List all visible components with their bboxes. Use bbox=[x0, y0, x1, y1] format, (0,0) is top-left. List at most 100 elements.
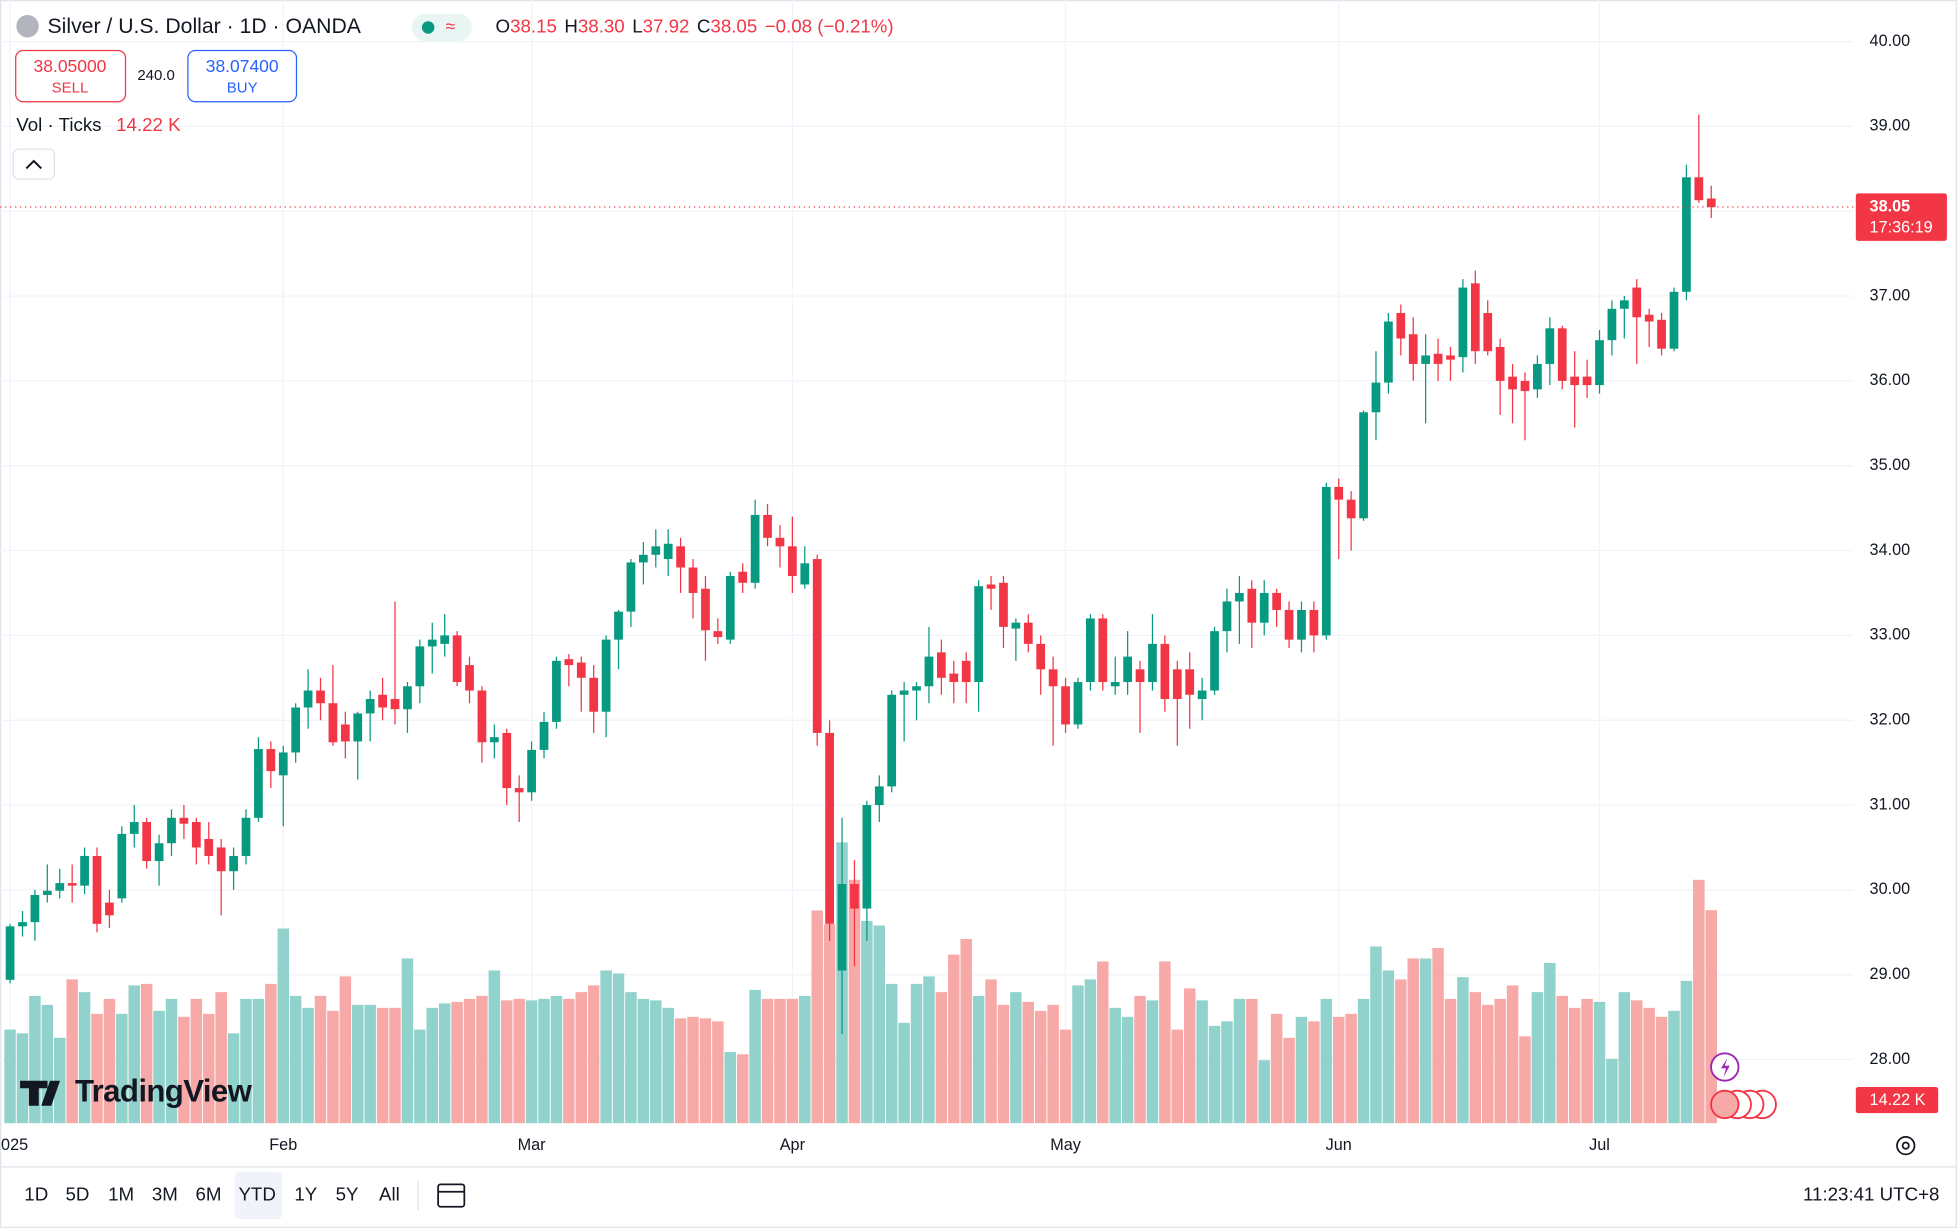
volume-bar bbox=[910, 983, 923, 1124]
volume-bar bbox=[1643, 1007, 1655, 1124]
volume-bar bbox=[289, 995, 302, 1124]
candle-body bbox=[527, 749, 536, 793]
watermark: TradingView bbox=[75, 1073, 253, 1108]
candle-body bbox=[850, 883, 859, 909]
goto-date-icon[interactable] bbox=[437, 1183, 466, 1208]
range-button[interactable]: 5D bbox=[66, 1183, 90, 1204]
range-button[interactable]: YTD bbox=[238, 1183, 275, 1204]
candle-body bbox=[179, 817, 189, 824]
countdown: 17:36:19 bbox=[1870, 219, 1933, 237]
candle-body bbox=[552, 660, 561, 722]
range-button[interactable]: All bbox=[379, 1183, 400, 1204]
candle-body bbox=[1110, 682, 1120, 687]
volume-bar bbox=[227, 1033, 240, 1124]
volume-bar bbox=[476, 995, 488, 1124]
symbol-title[interactable]: Silver / U.S. Dollar · 1D · OANDA bbox=[48, 15, 362, 38]
range-button[interactable]: 1Y bbox=[294, 1183, 317, 1204]
ohlc-key: C bbox=[697, 15, 711, 36]
spread: 240.0 bbox=[137, 67, 174, 84]
volume-bar bbox=[203, 1013, 215, 1124]
volume-bar bbox=[848, 879, 861, 1124]
settings-icon[interactable] bbox=[1896, 1136, 1916, 1156]
volume-bar bbox=[1494, 998, 1506, 1124]
candle-body bbox=[340, 724, 350, 742]
volume-bar bbox=[376, 1007, 389, 1124]
candle-body bbox=[1508, 376, 1517, 390]
volume-bar bbox=[1072, 985, 1084, 1124]
volume-bar bbox=[761, 998, 774, 1124]
x-tick-label: May bbox=[1050, 1136, 1082, 1154]
volume-bar bbox=[426, 1007, 439, 1124]
candle-body bbox=[303, 690, 313, 708]
volume-bar bbox=[687, 1016, 699, 1124]
candle-body bbox=[1247, 588, 1257, 623]
candle-body bbox=[378, 694, 387, 708]
volume-bar bbox=[116, 1013, 128, 1124]
candle-body bbox=[42, 890, 52, 895]
volume-bar bbox=[1407, 958, 1419, 1124]
range-button[interactable]: 1M bbox=[108, 1183, 134, 1204]
candle-body bbox=[1396, 313, 1406, 339]
x-tick-label: Apr bbox=[780, 1136, 806, 1154]
volume-bar bbox=[1357, 998, 1370, 1124]
candle-body bbox=[775, 537, 785, 547]
candle-body bbox=[1657, 319, 1666, 349]
candle-body bbox=[663, 543, 673, 560]
candle-body bbox=[1259, 592, 1269, 623]
volume-bar bbox=[563, 998, 575, 1124]
candle-body bbox=[1222, 601, 1232, 632]
volume-bar bbox=[525, 1000, 538, 1124]
candle-body bbox=[1061, 686, 1070, 725]
candle-body bbox=[1570, 376, 1580, 386]
volume-bar bbox=[1208, 1025, 1221, 1124]
news-icon[interactable] bbox=[1710, 1089, 1740, 1120]
range-button[interactable]: 3M bbox=[152, 1183, 178, 1204]
candle-body bbox=[154, 843, 164, 862]
candle-body bbox=[1334, 486, 1344, 500]
sell-label: SELL bbox=[52, 80, 89, 97]
buy-button[interactable] bbox=[187, 49, 298, 103]
candle-body bbox=[1284, 609, 1294, 640]
volume-bar bbox=[4, 1029, 16, 1124]
range-button[interactable]: 1D bbox=[24, 1183, 48, 1204]
ohlc-value: 37.92 bbox=[643, 15, 690, 36]
volume-bar bbox=[1581, 998, 1593, 1124]
candle-body bbox=[887, 694, 897, 787]
range-button[interactable]: 6M bbox=[196, 1183, 222, 1204]
y-tick-label: 40.00 bbox=[1870, 32, 1911, 50]
candle-body bbox=[427, 639, 437, 647]
candle-body bbox=[1545, 328, 1555, 364]
candle-body bbox=[1644, 314, 1654, 322]
volume-bar bbox=[811, 910, 823, 1124]
volume-bar bbox=[1134, 995, 1146, 1124]
range-button[interactable]: 5Y bbox=[336, 1183, 359, 1204]
volume-bar bbox=[103, 998, 116, 1124]
candle-body bbox=[1421, 355, 1431, 364]
ohlc-key: H bbox=[564, 15, 578, 36]
volume-bar bbox=[736, 1054, 749, 1124]
ohlc-value: 38.15 bbox=[510, 15, 557, 36]
volume-bar bbox=[1593, 1001, 1606, 1124]
volume-bar bbox=[1705, 910, 1717, 1124]
sell-button[interactable] bbox=[15, 49, 127, 103]
volume-bar bbox=[215, 992, 227, 1124]
volume-bar bbox=[463, 998, 476, 1124]
candle-body bbox=[701, 588, 710, 631]
candle-body bbox=[825, 732, 834, 924]
volume-bar bbox=[240, 998, 252, 1124]
collapse-button[interactable] bbox=[12, 148, 56, 180]
candle-body bbox=[1172, 669, 1182, 700]
y-tick-label: 39.00 bbox=[1870, 117, 1911, 135]
volume-bar bbox=[1010, 992, 1022, 1124]
candle-body bbox=[862, 805, 872, 909]
volume-bar bbox=[66, 979, 78, 1124]
volume-bar bbox=[898, 1022, 910, 1124]
candle-body bbox=[1148, 643, 1157, 683]
volume-bar bbox=[1233, 998, 1246, 1124]
volume-bar bbox=[1047, 1004, 1059, 1124]
buy-label: BUY bbox=[227, 80, 258, 97]
candle-body bbox=[1694, 177, 1704, 201]
volume-bar bbox=[54, 1037, 66, 1124]
volume-bar bbox=[550, 995, 563, 1124]
